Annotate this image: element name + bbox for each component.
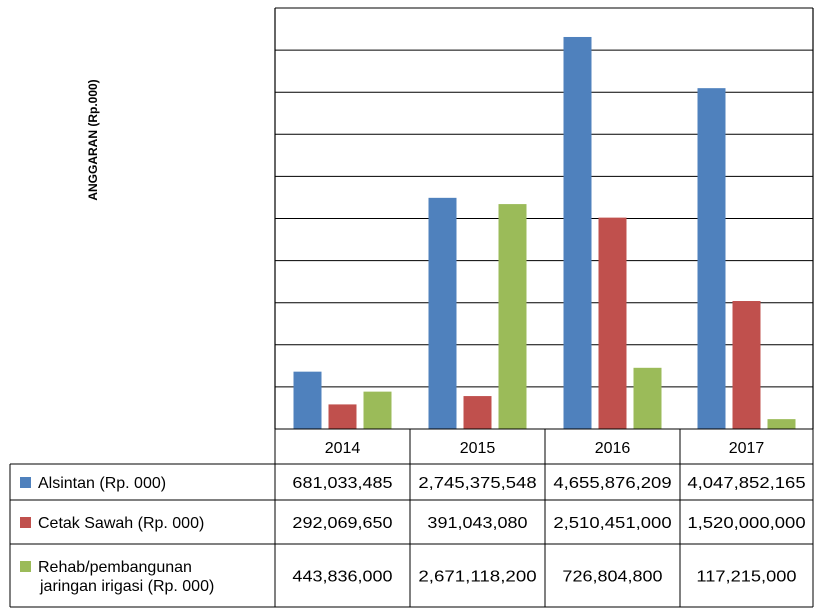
bar-1-2016 <box>563 36 592 430</box>
value-cell: 2,510,451,000 <box>553 515 671 532</box>
y-axis-label: ANGGARAN (Rp.000) <box>86 79 100 200</box>
bar-1-2015 <box>428 197 457 429</box>
value-cell: 4,047,852,165 <box>687 475 805 492</box>
legend-label: Cetak Sawah (Rp. 000) <box>38 515 204 532</box>
category-label: 2016 <box>595 440 631 457</box>
bar-3-2015 <box>498 204 527 429</box>
value-cell: 2,671,118,200 <box>418 569 536 586</box>
category-label: 2017 <box>729 440 765 457</box>
value-cell: 1,520,000,000 <box>687 515 805 532</box>
value-cell: 2,745,375,548 <box>418 475 536 492</box>
legend-key-1 <box>20 477 31 488</box>
value-cell: 292,069,650 <box>292 515 392 532</box>
value-cell: 681,033,485 <box>292 475 392 492</box>
value-cell: 726,804,800 <box>562 569 662 586</box>
bar-1-2014 <box>293 371 322 429</box>
legend-label: jaringan irigasi (Rp. 000) <box>39 578 214 595</box>
bar-2-2017 <box>732 301 761 429</box>
legend-label: Alsintan (Rp. 000) <box>38 475 166 492</box>
bar-2-2014 <box>328 404 357 429</box>
gridlines <box>274 7 814 429</box>
value-cell: 443,836,000 <box>292 569 392 586</box>
bar-1-2017 <box>697 88 726 430</box>
bar-3-2014 <box>363 391 392 429</box>
value-cell: 391,043,080 <box>427 515 527 532</box>
bar-3-2016 <box>633 367 662 429</box>
category-label: 2015 <box>460 440 496 457</box>
value-cell: 4,655,876,209 <box>553 475 671 492</box>
bar-3-2017 <box>767 419 796 429</box>
data-table: 2014 2015 2016 2017 Alsintan (Rp. 000) 681,03… <box>9 428 814 608</box>
legend-label: Rehab/pembangunan <box>38 559 192 576</box>
bar-2-2015 <box>463 396 492 429</box>
legend-key-2 <box>20 517 31 528</box>
category-label: 2014 <box>325 440 361 457</box>
bars <box>293 36 796 430</box>
bar-2-2016 <box>598 217 627 429</box>
value-cell: 117,215,000 <box>696 569 796 586</box>
legend-key-3 <box>20 561 31 572</box>
